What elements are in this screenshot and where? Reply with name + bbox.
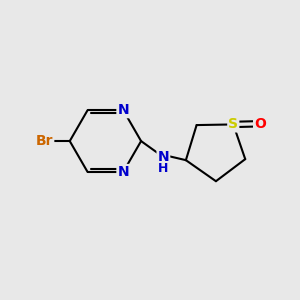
Text: N: N <box>158 150 169 164</box>
Text: S: S <box>228 117 238 131</box>
Text: N: N <box>117 103 129 117</box>
Text: N: N <box>117 165 129 179</box>
Text: H: H <box>158 162 169 175</box>
Text: Br: Br <box>36 134 53 148</box>
Text: O: O <box>254 117 266 131</box>
